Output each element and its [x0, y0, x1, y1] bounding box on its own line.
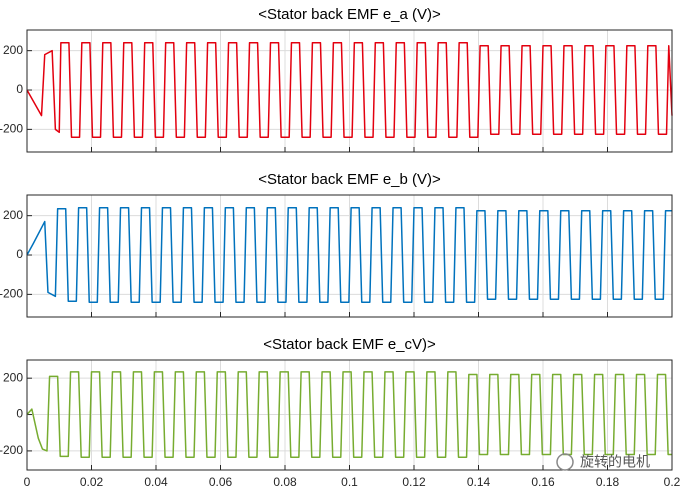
y-tick-label: 200 — [3, 208, 23, 222]
x-tick-label: 0.06 — [209, 475, 233, 489]
y-tick-label: 200 — [3, 370, 23, 384]
axes-box — [26, 29, 673, 153]
chart-title: <Stator back EMF e_cV)> — [263, 336, 436, 353]
chart-title: <Stator back EMF e_a (V)> — [258, 6, 441, 23]
x-tick-label: 0.12 — [402, 475, 426, 489]
x-tick-label: 0.14 — [467, 475, 491, 489]
x-tick-label: 0.08 — [273, 475, 297, 489]
y-tick-label: -200 — [0, 122, 23, 136]
watermark-icon — [556, 453, 574, 471]
x-tick-label: 0.18 — [596, 475, 620, 489]
series-line — [26, 207, 672, 303]
x-tick-label: 0.02 — [80, 475, 104, 489]
watermark: 旋转的电机 — [580, 454, 650, 470]
x-tick-label: 0.1 — [341, 475, 358, 489]
axes-box — [26, 359, 673, 471]
y-tick-label: 0 — [16, 407, 23, 421]
x-tick-label: 0.04 — [144, 475, 168, 489]
y-tick-label: 200 — [3, 43, 23, 57]
x-tick-label: 0.16 — [531, 475, 555, 489]
series-line — [26, 42, 673, 138]
chart-title: <Stator back EMF e_b (V)> — [258, 171, 441, 188]
y-tick-label: -200 — [0, 287, 23, 301]
x-tick-label: 0 — [24, 475, 31, 489]
x-tick-label: 0.2 — [664, 475, 681, 489]
y-tick-label: 0 — [16, 82, 23, 96]
y-tick-label: 0 — [16, 247, 23, 261]
y-tick-label: -200 — [0, 443, 23, 457]
axes-box — [26, 194, 673, 318]
